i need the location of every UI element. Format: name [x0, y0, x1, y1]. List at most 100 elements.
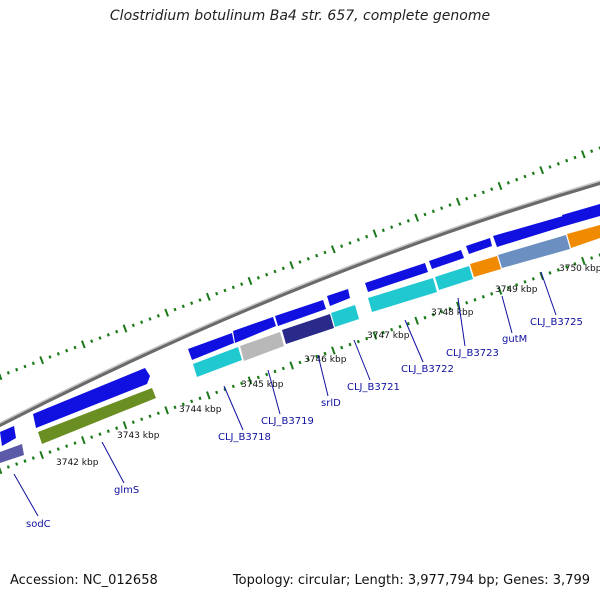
gene-arrow-forward[interactable] — [493, 216, 568, 247]
cds-feature-cyan[interactable] — [193, 347, 242, 377]
outer-tick — [431, 209, 435, 214]
gene-arrow-forward[interactable] — [275, 300, 326, 326]
outer-tick — [256, 276, 260, 280]
inner-tick — [490, 292, 494, 296]
gene-label-clj-b3722[interactable]: CLJ_B3722 — [401, 364, 454, 375]
gene-arrow-forward[interactable] — [365, 263, 428, 292]
outer-tick — [205, 292, 211, 301]
outer-tick — [573, 155, 577, 160]
gene-label-clj-b3719[interactable]: CLJ_B3719 — [261, 416, 314, 427]
outer-tick — [215, 291, 219, 296]
gene-arrow-forward[interactable] — [188, 333, 234, 360]
outer-tick — [164, 308, 170, 317]
outer-tick — [398, 222, 402, 226]
gene-label-srld[interactable]: srlD — [321, 398, 341, 409]
cds-feature-cyan[interactable] — [435, 266, 473, 290]
outer-tick — [148, 317, 152, 321]
inner-tick — [581, 256, 586, 266]
outer-tick — [15, 367, 19, 372]
inner-tick — [289, 361, 294, 370]
outer-tick — [240, 282, 244, 286]
outer-tick — [390, 225, 394, 229]
gene-arrow-forward[interactable] — [0, 426, 16, 446]
inner-tick — [298, 360, 302, 365]
inner-tick — [431, 312, 435, 317]
inner-tick — [122, 421, 128, 430]
gene-arrow-forward[interactable] — [562, 204, 600, 226]
inner-tick — [506, 286, 510, 290]
inner-tick — [398, 324, 402, 329]
gene-label-clj-b3721[interactable]: CLJ_B3721 — [347, 382, 400, 393]
genome-backbone-highlight — [0, 180, 600, 424]
outer-tick — [448, 203, 452, 207]
outer-tick — [48, 355, 52, 359]
inner-tick — [372, 331, 378, 340]
gene-label-clj-b3723[interactable]: CLJ_B3723 — [446, 348, 499, 359]
gene-label-leaders — [13, 271, 557, 517]
cds-feature-orange[interactable] — [567, 225, 600, 248]
inner-tick — [548, 271, 552, 275]
inner-tick — [65, 444, 69, 448]
outer-tick — [406, 219, 410, 223]
cds-feature-cyan[interactable] — [331, 305, 359, 327]
inner-tick — [356, 339, 360, 344]
outer-tick — [247, 276, 253, 286]
inner-tick — [256, 375, 260, 380]
cds-feature-purple[interactable] — [0, 444, 24, 463]
gene-arrow-forward[interactable] — [466, 238, 492, 254]
inner-tick — [315, 354, 319, 359]
outer-tick — [181, 304, 185, 309]
accession-label: Accession: NC_012658 — [10, 573, 158, 588]
gene-label-glmS[interactable]: glmS — [114, 485, 139, 496]
outer-tick — [465, 196, 469, 201]
outer-tick — [90, 339, 94, 343]
cds-feature-orange[interactable] — [470, 256, 501, 277]
cds-feature-grey[interactable] — [240, 332, 284, 361]
outer-tick — [490, 187, 494, 191]
outer-tick — [440, 206, 444, 210]
outer-tick — [455, 197, 461, 206]
map-title: Clostridium botulinum Ba4 str. 657, comp… — [109, 8, 491, 24]
cds-feature-navy[interactable] — [282, 314, 334, 344]
kbp-label: 3749 kbp — [495, 285, 538, 295]
gene-arrow-forward[interactable] — [233, 317, 276, 343]
inner-tick — [215, 390, 219, 395]
inner-tick — [265, 372, 269, 377]
inner-tick — [15, 462, 19, 466]
inner-tick — [31, 456, 35, 460]
inner-tick — [131, 420, 135, 425]
outer-tick — [281, 266, 285, 271]
outer-tick — [73, 345, 77, 350]
inner-tick — [190, 399, 194, 404]
gene-arrow-forward[interactable] — [429, 250, 464, 269]
outer-tick — [531, 171, 535, 176]
inner-tick — [465, 300, 469, 305]
inner-tick — [323, 351, 327, 356]
gene-arrow-forward[interactable] — [327, 289, 350, 306]
gene-arrow-forward[interactable] — [33, 368, 150, 428]
kbp-label: 3750 kbp — [559, 264, 600, 274]
outer-tick — [506, 181, 510, 185]
outer-tick — [98, 336, 102, 340]
inner-tick — [340, 345, 344, 350]
outer-tick — [580, 150, 586, 159]
cds-feature-cyan[interactable] — [368, 278, 437, 312]
inner-tick — [231, 384, 235, 389]
outer-tick — [298, 260, 302, 264]
inner-tick — [573, 262, 577, 266]
inner-tick — [98, 432, 102, 436]
inner-tick — [406, 321, 410, 326]
cds-feature-steel[interactable] — [498, 235, 570, 268]
inner-tick — [565, 265, 569, 269]
gene-label-gutm[interactable]: gutM — [502, 334, 527, 345]
cds-feature-olive[interactable] — [38, 388, 156, 444]
gene-label-sodC[interactable]: sodC — [26, 519, 51, 530]
gene-label-clj-b3718[interactable]: CLJ_B3718 — [218, 432, 271, 443]
inner-tick — [481, 295, 485, 299]
gene-label-clj-b3725[interactable]: CLJ_B3725 — [530, 317, 583, 328]
outer-tick — [223, 288, 227, 293]
inner-tick — [247, 376, 253, 385]
outer-tick-row — [0, 146, 600, 381]
inner-tick — [331, 346, 336, 355]
